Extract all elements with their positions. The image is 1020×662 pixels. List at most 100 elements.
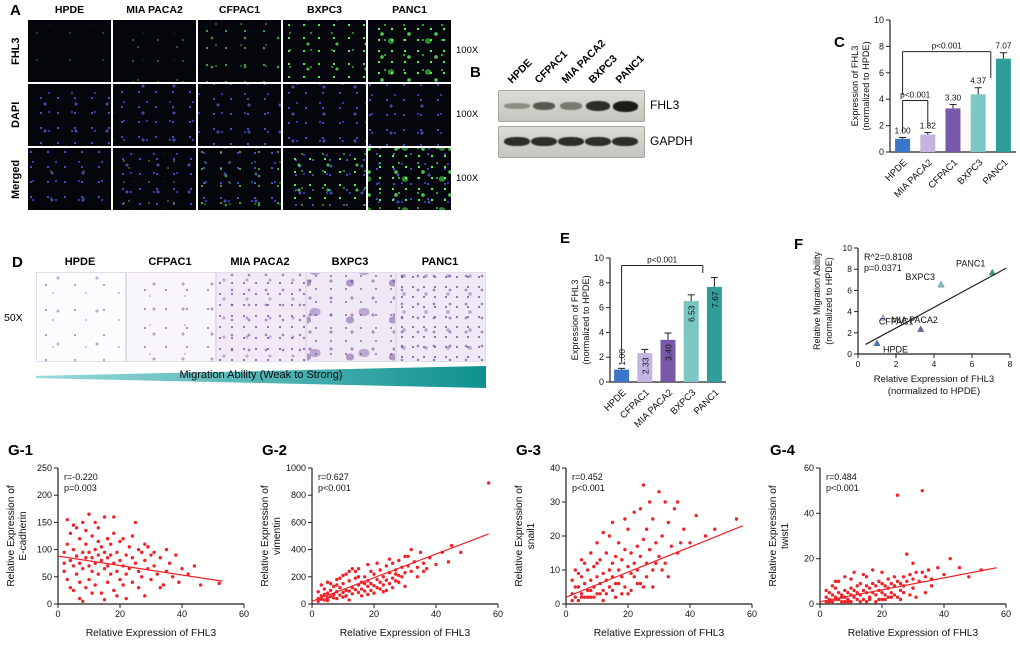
data-point (675, 500, 680, 504)
data-point (948, 556, 952, 561)
data-point (366, 592, 370, 597)
micrograph-dapi-bxpc3 (283, 84, 366, 146)
x-tick-label: 6 (970, 359, 975, 369)
data-point (387, 557, 392, 561)
data-point (62, 561, 66, 565)
panel-e: E 0 2 4 6 8 10 Expression of FHL3 (normalized t… (556, 230, 760, 442)
blot-label-gapdh: GAPDH (650, 134, 693, 148)
stain-layer (283, 20, 366, 82)
data-point (322, 592, 327, 597)
data-point (877, 597, 881, 602)
data-point (830, 593, 835, 597)
bar-value-label: 3.40 (664, 344, 674, 361)
data-point (136, 569, 141, 574)
data-point (586, 588, 590, 593)
panel-b-label: B (470, 64, 481, 81)
data-point (325, 598, 330, 603)
x-tick-label: 0 (563, 609, 568, 619)
data-point (666, 520, 670, 525)
data-point (71, 564, 76, 568)
data-point (641, 537, 646, 542)
bar (683, 301, 699, 382)
y-tick-label: 150 (37, 517, 52, 527)
data-point (96, 572, 101, 576)
bar (614, 369, 630, 382)
data-point (883, 593, 887, 597)
data-point (898, 588, 903, 593)
micrograph-fhl3-panc1 (368, 20, 451, 82)
column-header-hpde: HPDE (64, 256, 96, 268)
data-point (78, 537, 82, 541)
row-label-merged: Merged (10, 159, 22, 199)
data-point (400, 575, 404, 579)
data-point (356, 590, 361, 595)
micrograph-migration-bxpc3 (306, 272, 396, 362)
data-point (152, 550, 156, 555)
data-point (604, 592, 608, 596)
data-point (387, 581, 392, 586)
data-point (130, 534, 135, 538)
data-point (648, 547, 652, 552)
data-point (356, 575, 361, 579)
data-point (344, 572, 348, 576)
data-point (118, 577, 122, 582)
y-tick-label: 6 (879, 68, 884, 78)
data-point (124, 553, 128, 557)
micrograph-fhl3-mia-paca2 (113, 20, 196, 82)
data-point (121, 583, 125, 587)
data-point (487, 481, 491, 485)
data-point (322, 587, 327, 591)
data-point (167, 561, 172, 565)
data-point (112, 588, 116, 593)
point-label-mia-paca2: MIA PACA2 (891, 315, 938, 325)
data-point (369, 581, 373, 586)
data-point (344, 594, 348, 598)
data-point (198, 583, 203, 587)
y-tick-label: 60 (804, 463, 814, 473)
data-point (589, 588, 593, 593)
data-point-cfpac1 (917, 325, 925, 332)
data-point (911, 586, 915, 590)
data-point (87, 550, 91, 555)
data-point (920, 570, 924, 574)
data-point (425, 566, 429, 571)
magnification-label: 100X (456, 109, 479, 120)
stats-annotation: r=-0.220 (64, 472, 98, 482)
data-point (105, 556, 110, 560)
data-point (892, 575, 897, 579)
sig-label: p<0.001 (647, 254, 678, 264)
data-point (341, 573, 345, 578)
lane-label-hpde: HPDE (505, 56, 535, 86)
data-point (632, 561, 636, 565)
data-point (855, 590, 859, 595)
data-point (78, 561, 82, 565)
panel-b: B HPDE CFPAC1 MIA PACA2 BXPC3 PANC1 FHL3 GAPDH (468, 26, 700, 166)
data-point (62, 550, 66, 555)
y-tick-label: 10 (843, 243, 853, 253)
data-point (905, 552, 909, 556)
data-point (394, 579, 398, 583)
micrograph-dapi-cfpac1 (198, 84, 281, 146)
data-point (880, 581, 884, 586)
data-point (74, 572, 79, 576)
data-point (895, 493, 900, 497)
data-point (406, 554, 410, 559)
x-tick-label: 20 (115, 609, 125, 619)
data-point (905, 579, 909, 584)
bar (945, 108, 961, 152)
data-point (378, 587, 382, 591)
data-point (359, 587, 364, 591)
x-tick-label: 60 (493, 609, 503, 619)
data-point (118, 558, 122, 563)
bar-value-label: 2.33 (640, 357, 650, 374)
data-point (889, 595, 893, 599)
data-point (651, 517, 655, 521)
x-tick-label: 8 (1008, 359, 1013, 369)
protein-band (560, 102, 582, 110)
lane-label-panc1: PANC1 (613, 52, 647, 86)
trend-line (865, 267, 1007, 345)
stain-layer (283, 148, 366, 210)
data-point (335, 577, 339, 582)
data-point (898, 581, 903, 586)
